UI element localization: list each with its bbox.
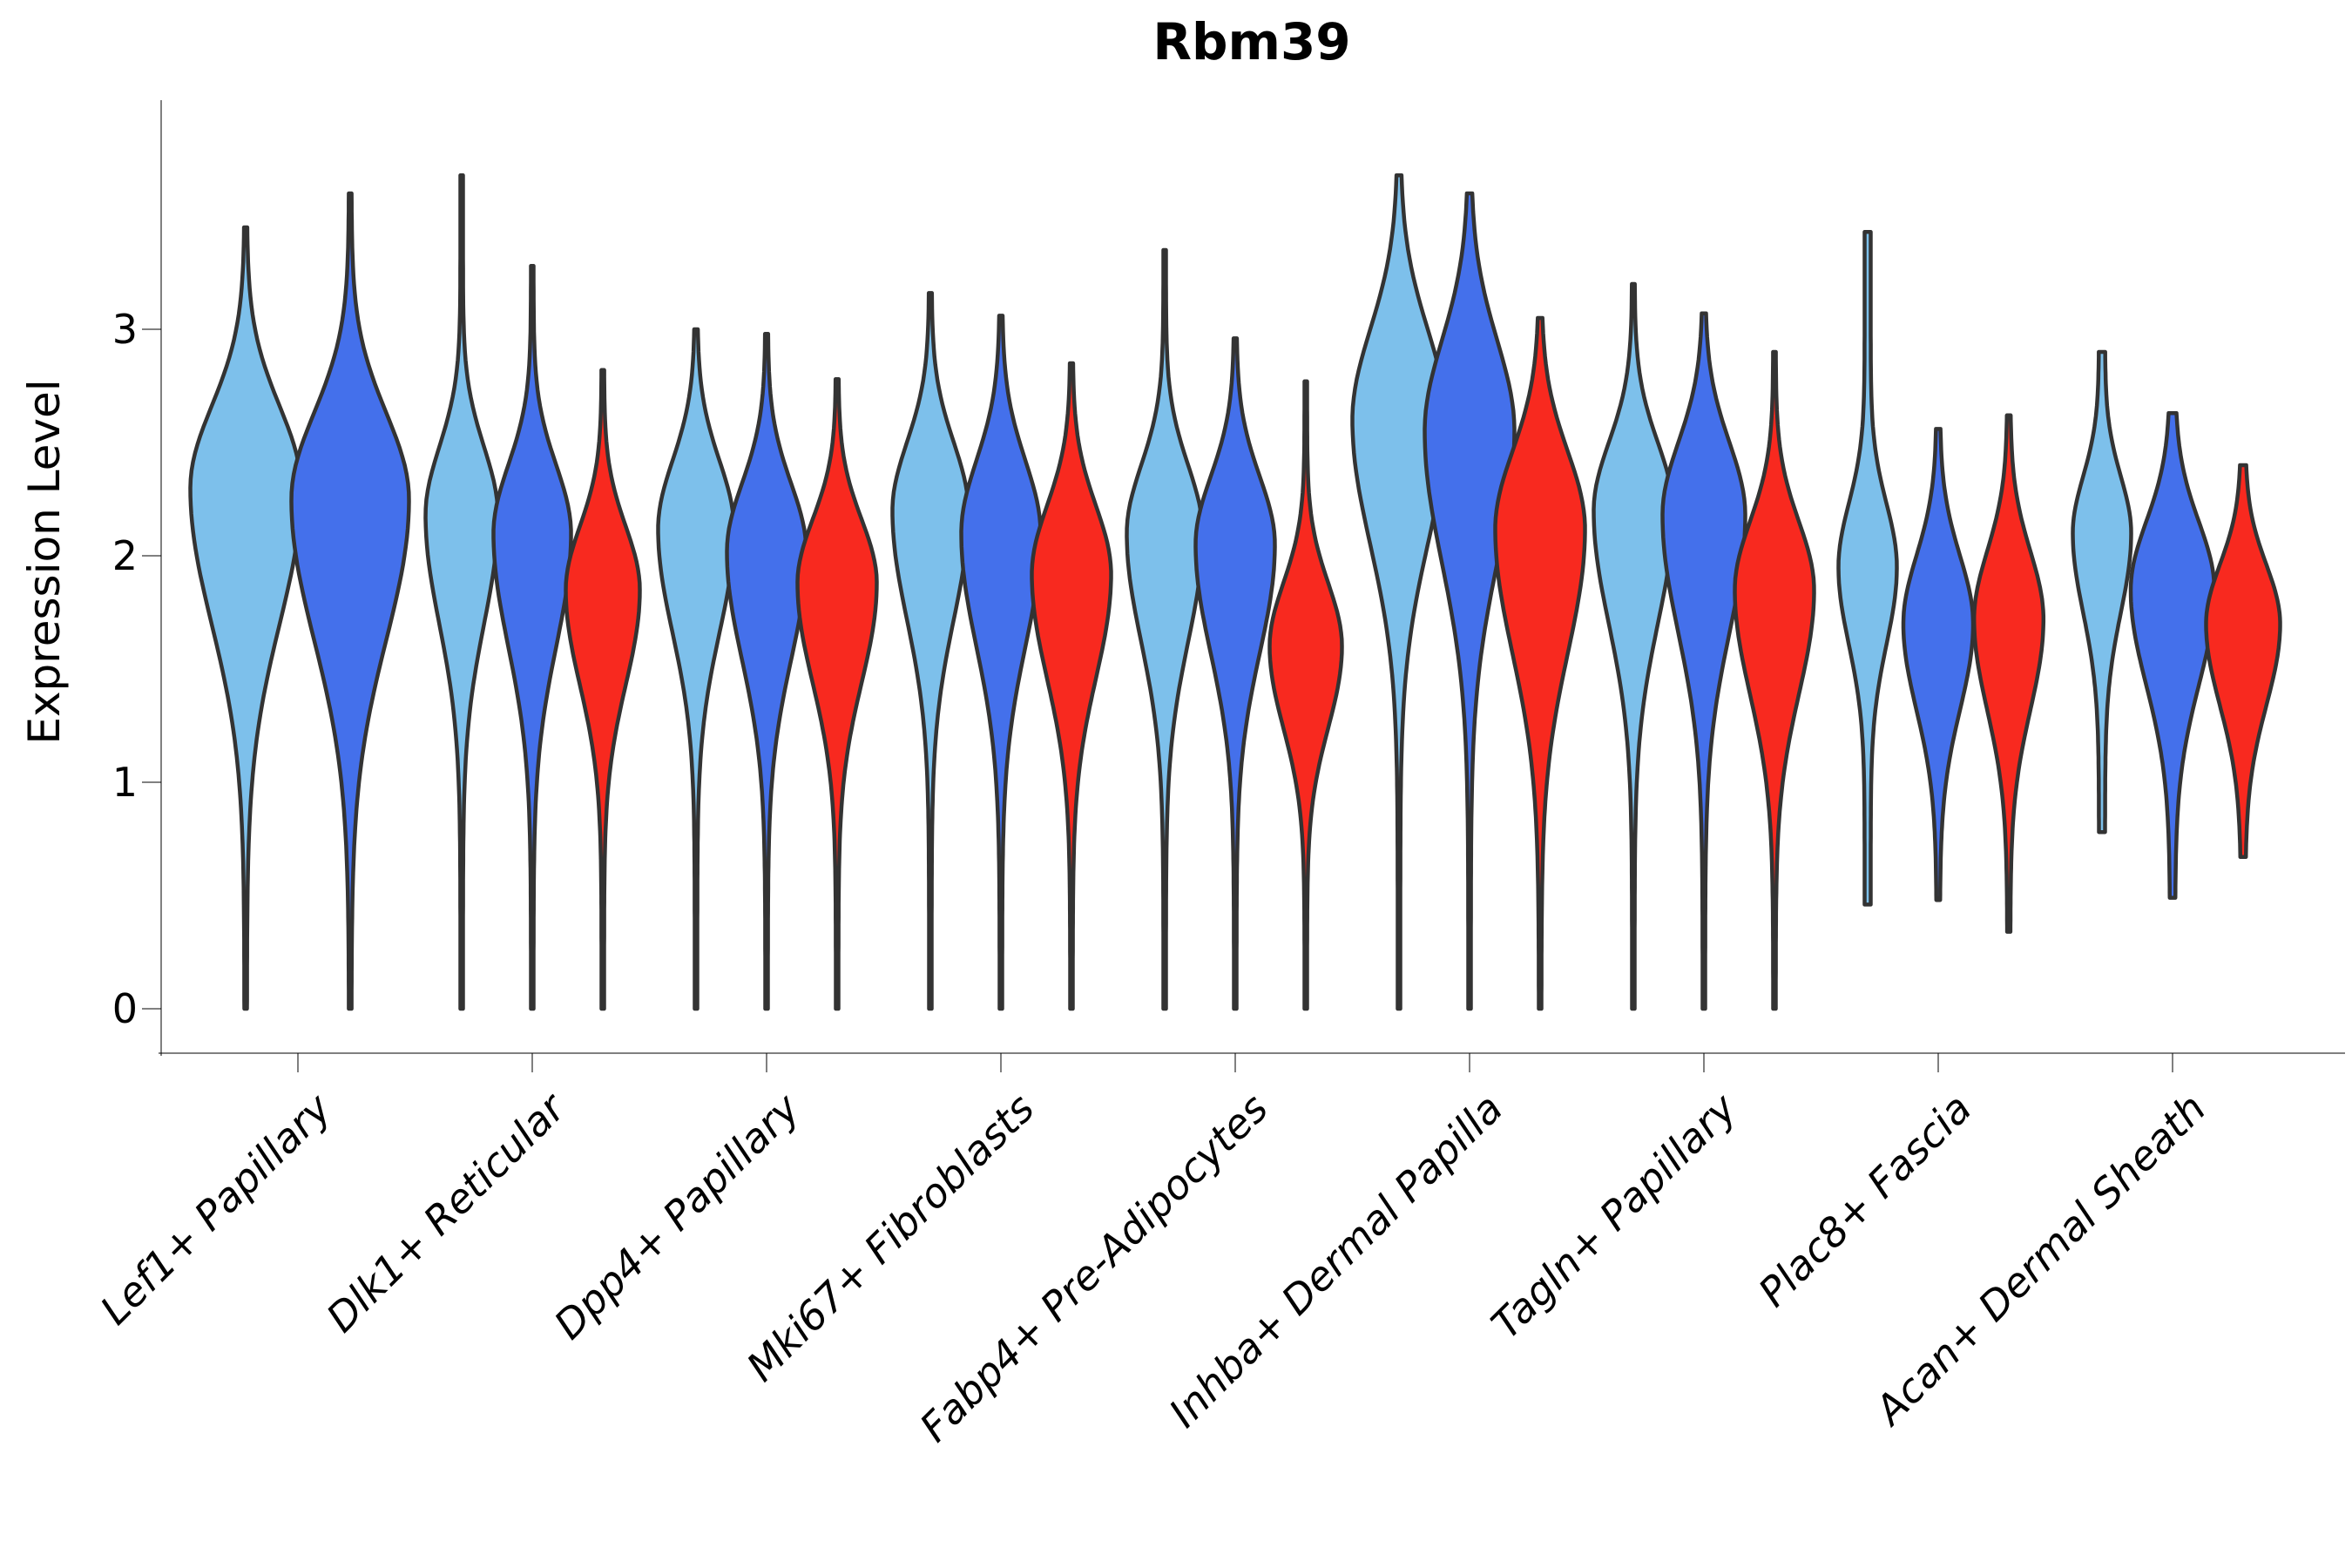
violin-dark_blue-group-1 — [491, 263, 573, 1011]
violin-red-group-4 — [1267, 379, 1344, 1011]
violin-dark_blue-group-3 — [959, 314, 1043, 1011]
violin-red-group-2 — [795, 376, 879, 1011]
plot-title: Rbm39 — [1152, 12, 1351, 71]
violin-light_blue-group-0 — [188, 225, 303, 1011]
violin-dark_blue-group-6 — [1660, 311, 1747, 1011]
violin-dark_blue-group-8 — [2128, 410, 2217, 900]
violin-dark_blue-group-7 — [1901, 427, 1976, 902]
violin-dark_blue-group-0 — [289, 191, 411, 1011]
violin-light_blue-group-6 — [1592, 281, 1675, 1011]
violin-dark_blue-group-2 — [725, 331, 808, 1011]
violin-light_blue-group-2 — [656, 327, 736, 1011]
violin-light_blue-group-7 — [1836, 229, 1899, 907]
violin-red-group-3 — [1030, 361, 1113, 1011]
violin-red-group-7 — [1971, 413, 2046, 934]
violin-red-group-5 — [1493, 315, 1587, 1011]
y-tick-label: 1 — [112, 759, 138, 806]
violin-red-group-1 — [564, 368, 642, 1011]
violin-light_blue-group-8 — [2071, 349, 2133, 835]
violin-light_blue-group-4 — [1125, 247, 1205, 1011]
violin-light_blue-group-3 — [890, 291, 970, 1011]
violin-light_blue-group-1 — [423, 172, 500, 1011]
violin-dark_blue-group-4 — [1193, 336, 1277, 1011]
violin-red-group-8 — [2204, 463, 2282, 860]
y-tick-label: 0 — [112, 985, 138, 1032]
y-tick-label: 2 — [112, 532, 138, 579]
violin-red-group-6 — [1733, 349, 1816, 1011]
violin-light_blue-group-5 — [1350, 172, 1448, 1011]
y-tick-label: 3 — [112, 306, 138, 353]
